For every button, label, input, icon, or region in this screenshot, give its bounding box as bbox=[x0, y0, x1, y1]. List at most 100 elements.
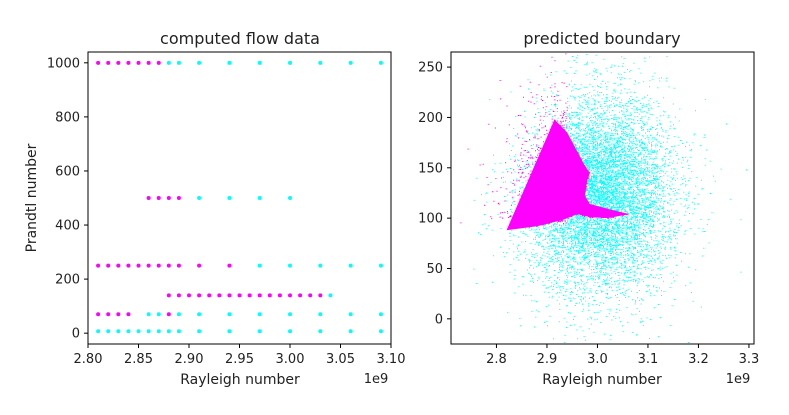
left-point-magenta bbox=[227, 293, 232, 298]
left-y-tick-label: 800 bbox=[55, 110, 80, 125]
left-point-cyan bbox=[378, 312, 383, 317]
left-point-cyan bbox=[328, 293, 333, 298]
left-data-points bbox=[96, 60, 383, 334]
left-point-cyan bbox=[106, 329, 111, 334]
left-x-tick-label: 2.95 bbox=[225, 352, 254, 367]
left-y-tick-label: 200 bbox=[55, 273, 80, 288]
left-point-magenta bbox=[288, 293, 292, 298]
left-point-magenta bbox=[116, 263, 121, 268]
left-point-cyan bbox=[197, 312, 202, 317]
left-point-cyan bbox=[348, 263, 353, 268]
right-x-offset-text: 1e9 bbox=[726, 372, 751, 387]
left-point-cyan bbox=[227, 329, 232, 334]
left-point-cyan bbox=[318, 329, 323, 334]
left-point-magenta bbox=[96, 312, 101, 317]
left-point-magenta bbox=[106, 263, 111, 268]
left-x-offset-text: 1e9 bbox=[364, 372, 389, 387]
left-point-magenta bbox=[166, 196, 171, 200]
left-point-cyan bbox=[96, 329, 101, 334]
left-point-cyan bbox=[318, 263, 323, 268]
left-point-cyan bbox=[288, 329, 292, 334]
left-point-magenta bbox=[136, 263, 141, 268]
left-x-tick-label: 2.80 bbox=[74, 352, 103, 367]
right-x-tick-label: 3.1 bbox=[638, 352, 659, 367]
left-point-magenta bbox=[126, 60, 131, 65]
left-point-magenta bbox=[126, 263, 131, 268]
left-point-cyan bbox=[378, 263, 383, 268]
left-point-cyan bbox=[318, 312, 323, 317]
left-point-cyan bbox=[146, 312, 151, 317]
left-point-cyan bbox=[288, 196, 292, 200]
right-y-ticks: 0 50 100 150 200 250 bbox=[418, 61, 451, 327]
left-point-magenta bbox=[217, 293, 222, 298]
left-point-magenta bbox=[156, 60, 161, 65]
left-point-magenta bbox=[166, 293, 171, 298]
left-point-cyan bbox=[156, 329, 161, 334]
right-y-tick-label: 250 bbox=[418, 61, 443, 76]
left-point-cyan bbox=[116, 329, 121, 334]
left-point-cyan bbox=[257, 312, 262, 317]
left-x-tick-label: 2.85 bbox=[124, 352, 153, 367]
left-point-magenta bbox=[166, 312, 171, 317]
left-point-magenta bbox=[96, 60, 101, 65]
left-point-magenta bbox=[106, 312, 111, 317]
left-point-magenta bbox=[166, 263, 171, 268]
left-point-cyan bbox=[378, 60, 383, 65]
right-x-axis-label: Rayleigh number bbox=[542, 372, 662, 388]
left-point-cyan bbox=[176, 312, 181, 317]
left-point-magenta bbox=[237, 293, 242, 298]
left-point-magenta bbox=[176, 196, 181, 200]
left-x-tick-label: 3.05 bbox=[326, 352, 355, 367]
left-x-ticks: 2.80 2.85 2.90 2.95 3.00 3.05 3.10 bbox=[74, 344, 406, 367]
left-point-magenta bbox=[207, 293, 212, 298]
left-point-magenta bbox=[146, 60, 151, 65]
right-chart-title: predicted boundary bbox=[523, 29, 680, 48]
left-y-axis-label: Prandtl number bbox=[24, 143, 40, 252]
right-y-tick-label: 200 bbox=[418, 111, 443, 126]
left-chart-title: computed flow data bbox=[160, 29, 320, 48]
left-point-cyan bbox=[257, 60, 262, 65]
right-x-tick-label: 2.8 bbox=[486, 352, 507, 367]
left-point-cyan bbox=[257, 329, 262, 334]
left-point-cyan bbox=[197, 60, 202, 65]
left-point-magenta bbox=[176, 293, 181, 298]
left-point-cyan bbox=[288, 263, 292, 268]
left-point-cyan bbox=[197, 196, 202, 200]
left-point-cyan bbox=[197, 329, 202, 334]
left-y-ticks: 0 200 400 600 800 1000 bbox=[47, 56, 88, 342]
left-point-cyan bbox=[348, 60, 353, 65]
left-point-magenta bbox=[197, 263, 202, 268]
left-point-cyan bbox=[348, 312, 353, 317]
right-boundary-region bbox=[506, 119, 630, 231]
left-point-cyan bbox=[318, 60, 323, 65]
left-point-cyan bbox=[166, 60, 171, 65]
left-y-tick-label: 400 bbox=[55, 219, 80, 234]
right-scatter-cloud bbox=[460, 53, 747, 343]
left-y-tick-label: 0 bbox=[72, 327, 80, 342]
right-y-tick-label: 0 bbox=[435, 312, 443, 327]
left-point-magenta bbox=[106, 60, 111, 65]
left-point-magenta bbox=[116, 60, 121, 65]
left-point-cyan bbox=[257, 196, 262, 200]
right-x-ticks: 2.8 2.9 3.0 3.1 3.2 3.3 bbox=[486, 344, 759, 367]
left-point-cyan bbox=[257, 263, 262, 268]
right-x-tick-label: 2.9 bbox=[537, 352, 558, 367]
left-point-cyan bbox=[166, 329, 171, 334]
left-point-cyan bbox=[176, 60, 181, 65]
left-point-cyan bbox=[176, 329, 181, 334]
left-point-magenta bbox=[318, 293, 323, 298]
left-point-cyan bbox=[288, 312, 292, 317]
left-point-magenta bbox=[187, 293, 191, 298]
left-point-magenta bbox=[136, 60, 141, 65]
left-point-magenta bbox=[176, 263, 181, 268]
left-point-magenta bbox=[298, 293, 303, 298]
left-x-tick-label: 3.10 bbox=[377, 352, 406, 367]
left-point-magenta bbox=[126, 312, 131, 317]
left-point-cyan bbox=[288, 60, 292, 65]
left-x-tick-label: 3.00 bbox=[276, 352, 305, 367]
right-y-tick-label: 50 bbox=[426, 262, 443, 277]
left-point-cyan bbox=[227, 312, 232, 317]
left-point-cyan bbox=[146, 329, 151, 334]
left-point-cyan bbox=[136, 329, 141, 334]
